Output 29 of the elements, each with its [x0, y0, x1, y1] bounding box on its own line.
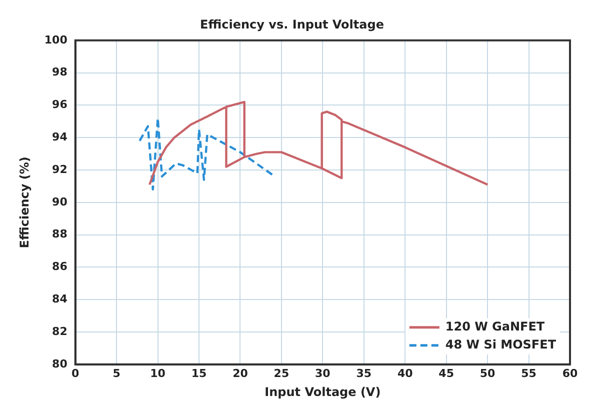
y-tick-label: 90: [52, 195, 68, 208]
x-tick-label: 30: [315, 366, 331, 380]
y-tick-label: 80: [52, 357, 68, 370]
x-tick-label: 45: [438, 366, 454, 380]
x-tick-label: 10: [150, 366, 166, 380]
y-tick-label: 92: [52, 162, 68, 176]
x-tick-label: 15: [191, 366, 207, 380]
x-tick-label: 0: [72, 366, 80, 380]
y-tick-label: 98: [52, 66, 68, 79]
y-tick-label: 82: [52, 324, 68, 338]
y-tick-label: 100: [44, 33, 68, 46]
x-tick-label: 20: [232, 366, 248, 380]
x-tick-label: 35: [356, 366, 372, 380]
x-tick-label: 55: [521, 366, 536, 380]
x-tick-label: 25: [274, 366, 290, 380]
chart-title: Efficiency vs. Input Voltage: [200, 17, 384, 32]
legend-label: 120 W GaNFET: [445, 320, 546, 334]
y-tick-label: 88: [52, 228, 68, 241]
x-tick-label: 40: [397, 366, 414, 380]
x-tick-label: 50: [480, 366, 496, 380]
legend-label: 48 W Si MOSFET: [445, 338, 557, 352]
y-tick-label: 86: [52, 260, 68, 274]
x-axis-title: Input Voltage (V): [264, 384, 381, 399]
y-tick-label: 96: [52, 98, 68, 112]
y-tick-label: 84: [52, 292, 68, 306]
y-axis-title: Efficiency (%): [17, 156, 32, 248]
x-tick-label: 5: [112, 366, 120, 380]
y-tick-label: 94: [52, 130, 68, 144]
x-tick-label: 60: [562, 366, 578, 380]
